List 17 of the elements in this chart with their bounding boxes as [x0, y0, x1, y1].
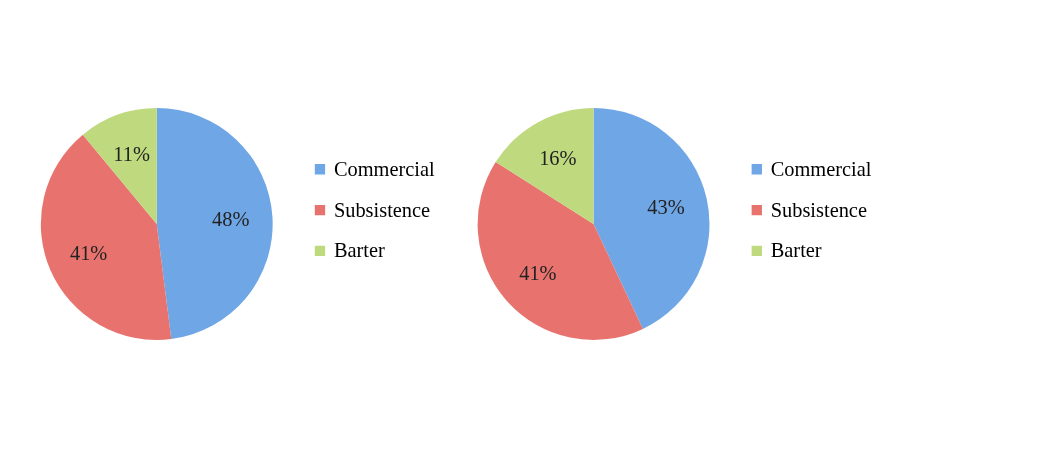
data-label: 48% — [212, 207, 250, 230]
legend-label: Commercial — [770, 157, 872, 180]
pie-slice — [82, 108, 157, 224]
data-label: 16% — [539, 147, 577, 170]
data-label: 41% — [519, 261, 557, 284]
pie-slice — [40, 134, 172, 340]
pie-slice — [495, 108, 594, 224]
pie-slice — [156, 108, 273, 340]
pie-slice — [593, 108, 710, 329]
data-label: 11% — [113, 142, 150, 165]
legend-label: Subsistence — [770, 198, 867, 221]
data-label: 41% — [69, 241, 108, 264]
data-label: 43% — [647, 196, 685, 219]
legend-label: Barter — [333, 239, 386, 262]
legend-label: Subsistence — [333, 198, 431, 221]
legend-label: Commercial — [333, 157, 435, 180]
legend-label: Barter — [770, 239, 822, 262]
